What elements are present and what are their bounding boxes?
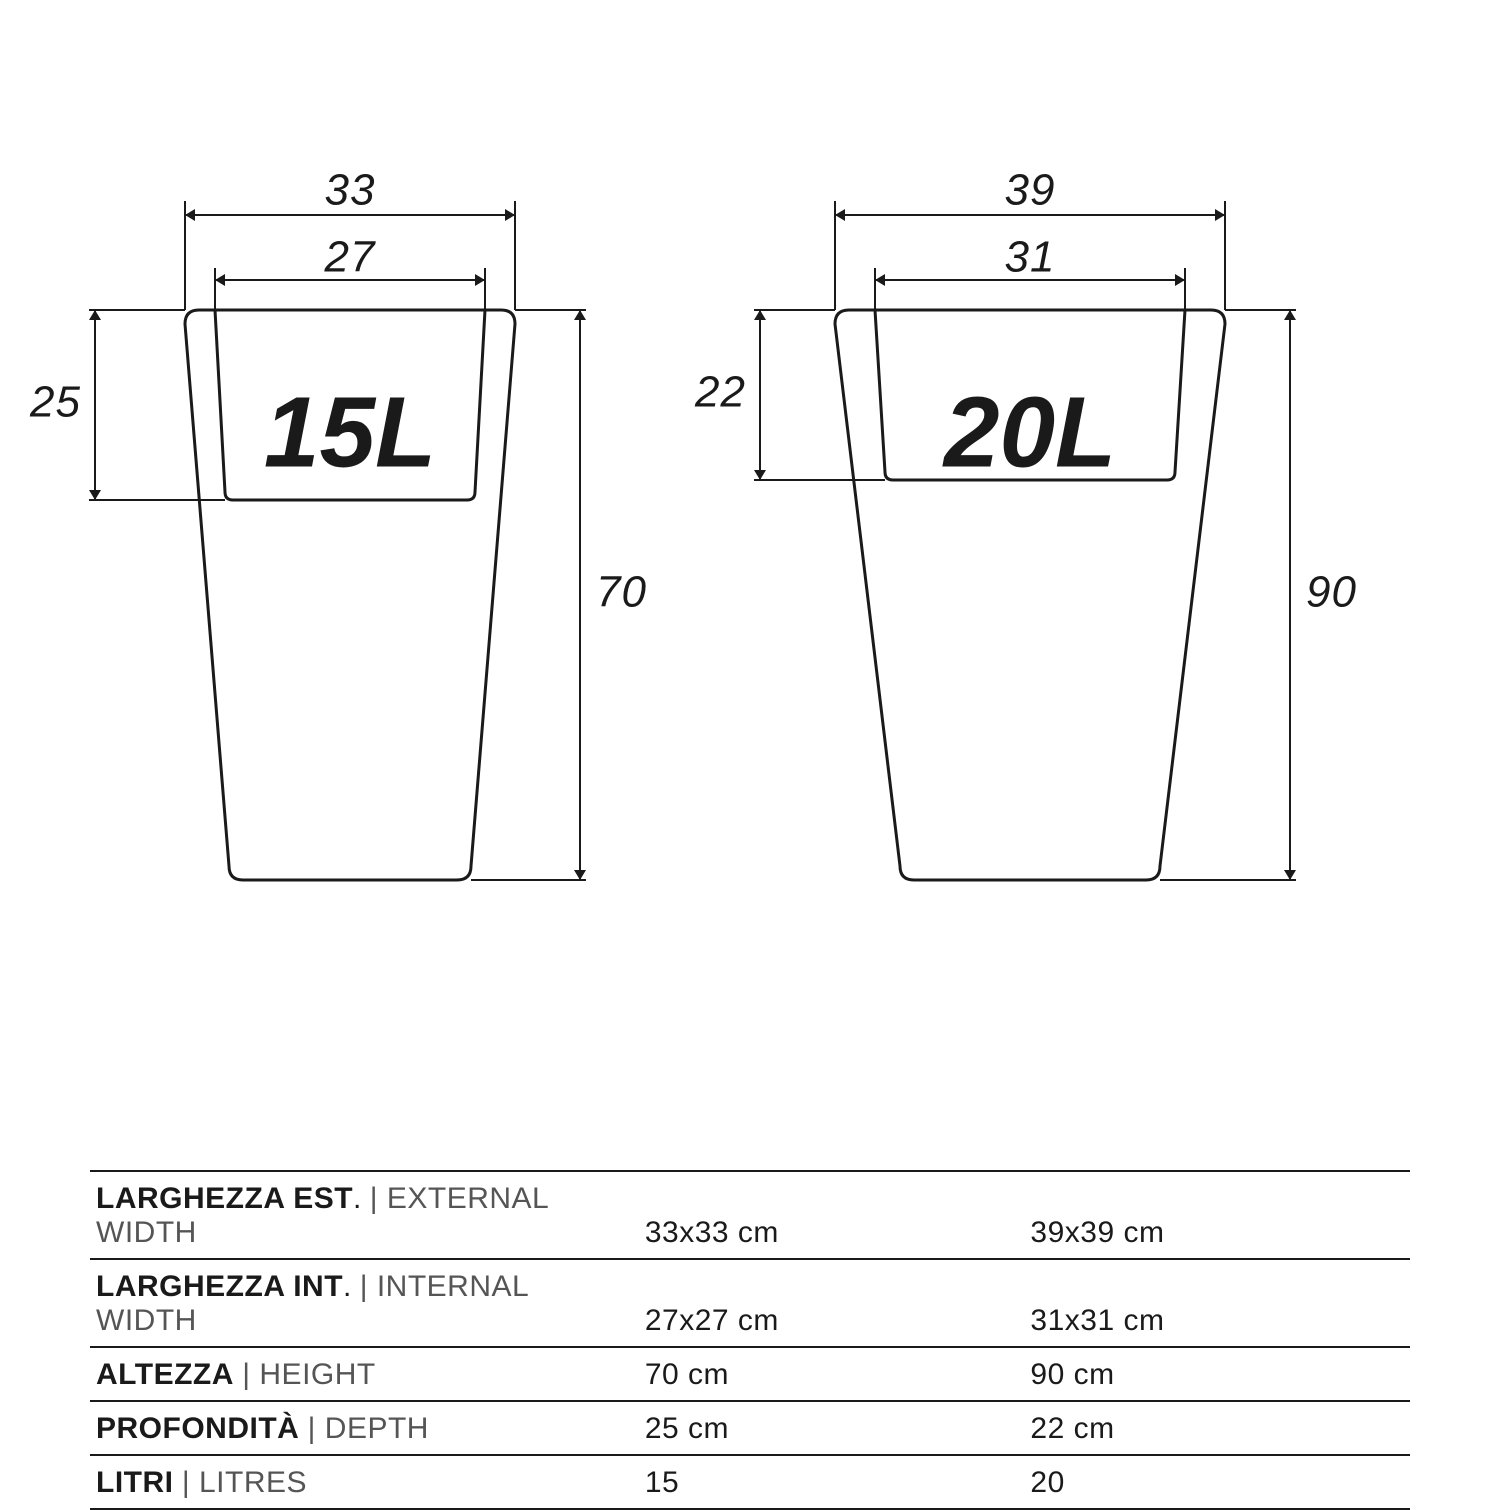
row-value-2: 90 cm <box>1024 1347 1410 1401</box>
table-row: LITRI | LITRES1520 <box>90 1455 1410 1509</box>
row-label: PROFONDITÀ | DEPTH <box>90 1401 639 1455</box>
table-row: ALTEZZA | HEIGHT70 cm90 cm <box>90 1347 1410 1401</box>
row-label: LITRI | LITRES <box>90 1455 639 1509</box>
row-value-2: 22 cm <box>1024 1401 1410 1455</box>
svg-text:20L: 20L <box>942 376 1116 488</box>
row-value-1: 25 cm <box>639 1401 1025 1455</box>
svg-text:22: 22 <box>694 368 746 417</box>
row-value-1: 70 cm <box>639 1347 1025 1401</box>
row-value-2: 39x39 cm <box>1024 1171 1410 1259</box>
svg-text:15L: 15L <box>264 376 436 488</box>
svg-text:33: 33 <box>325 166 376 215</box>
dimensions-table: LARGHEZZA EST. | EXTERNAL WIDTH33x33 cm3… <box>90 1170 1410 1510</box>
svg-text:27: 27 <box>324 233 376 282</box>
svg-text:31: 31 <box>1005 233 1056 282</box>
svg-text:90: 90 <box>1306 568 1357 617</box>
row-value-2: 20 <box>1024 1455 1410 1509</box>
svg-text:70: 70 <box>596 568 647 617</box>
row-label: LARGHEZZA EST. | EXTERNAL WIDTH <box>90 1171 639 1259</box>
row-label: ALTEZZA | HEIGHT <box>90 1347 639 1401</box>
row-value-1: 27x27 cm <box>639 1259 1025 1347</box>
svg-text:25: 25 <box>29 378 81 427</box>
svg-text:39: 39 <box>1005 166 1056 215</box>
row-label: LARGHEZZA INT. | INTERNAL WIDTH <box>90 1259 639 1347</box>
table-row: LARGHEZZA EST. | EXTERNAL WIDTH33x33 cm3… <box>90 1171 1410 1259</box>
row-value-1: 15 <box>639 1455 1025 1509</box>
row-value-1: 33x33 cm <box>639 1171 1025 1259</box>
row-value-2: 31x31 cm <box>1024 1259 1410 1347</box>
table-row: LARGHEZZA INT. | INTERNAL WIDTH27x27 cm3… <box>90 1259 1410 1347</box>
table-row: PROFONDITÀ | DEPTH25 cm22 cm <box>90 1401 1410 1455</box>
